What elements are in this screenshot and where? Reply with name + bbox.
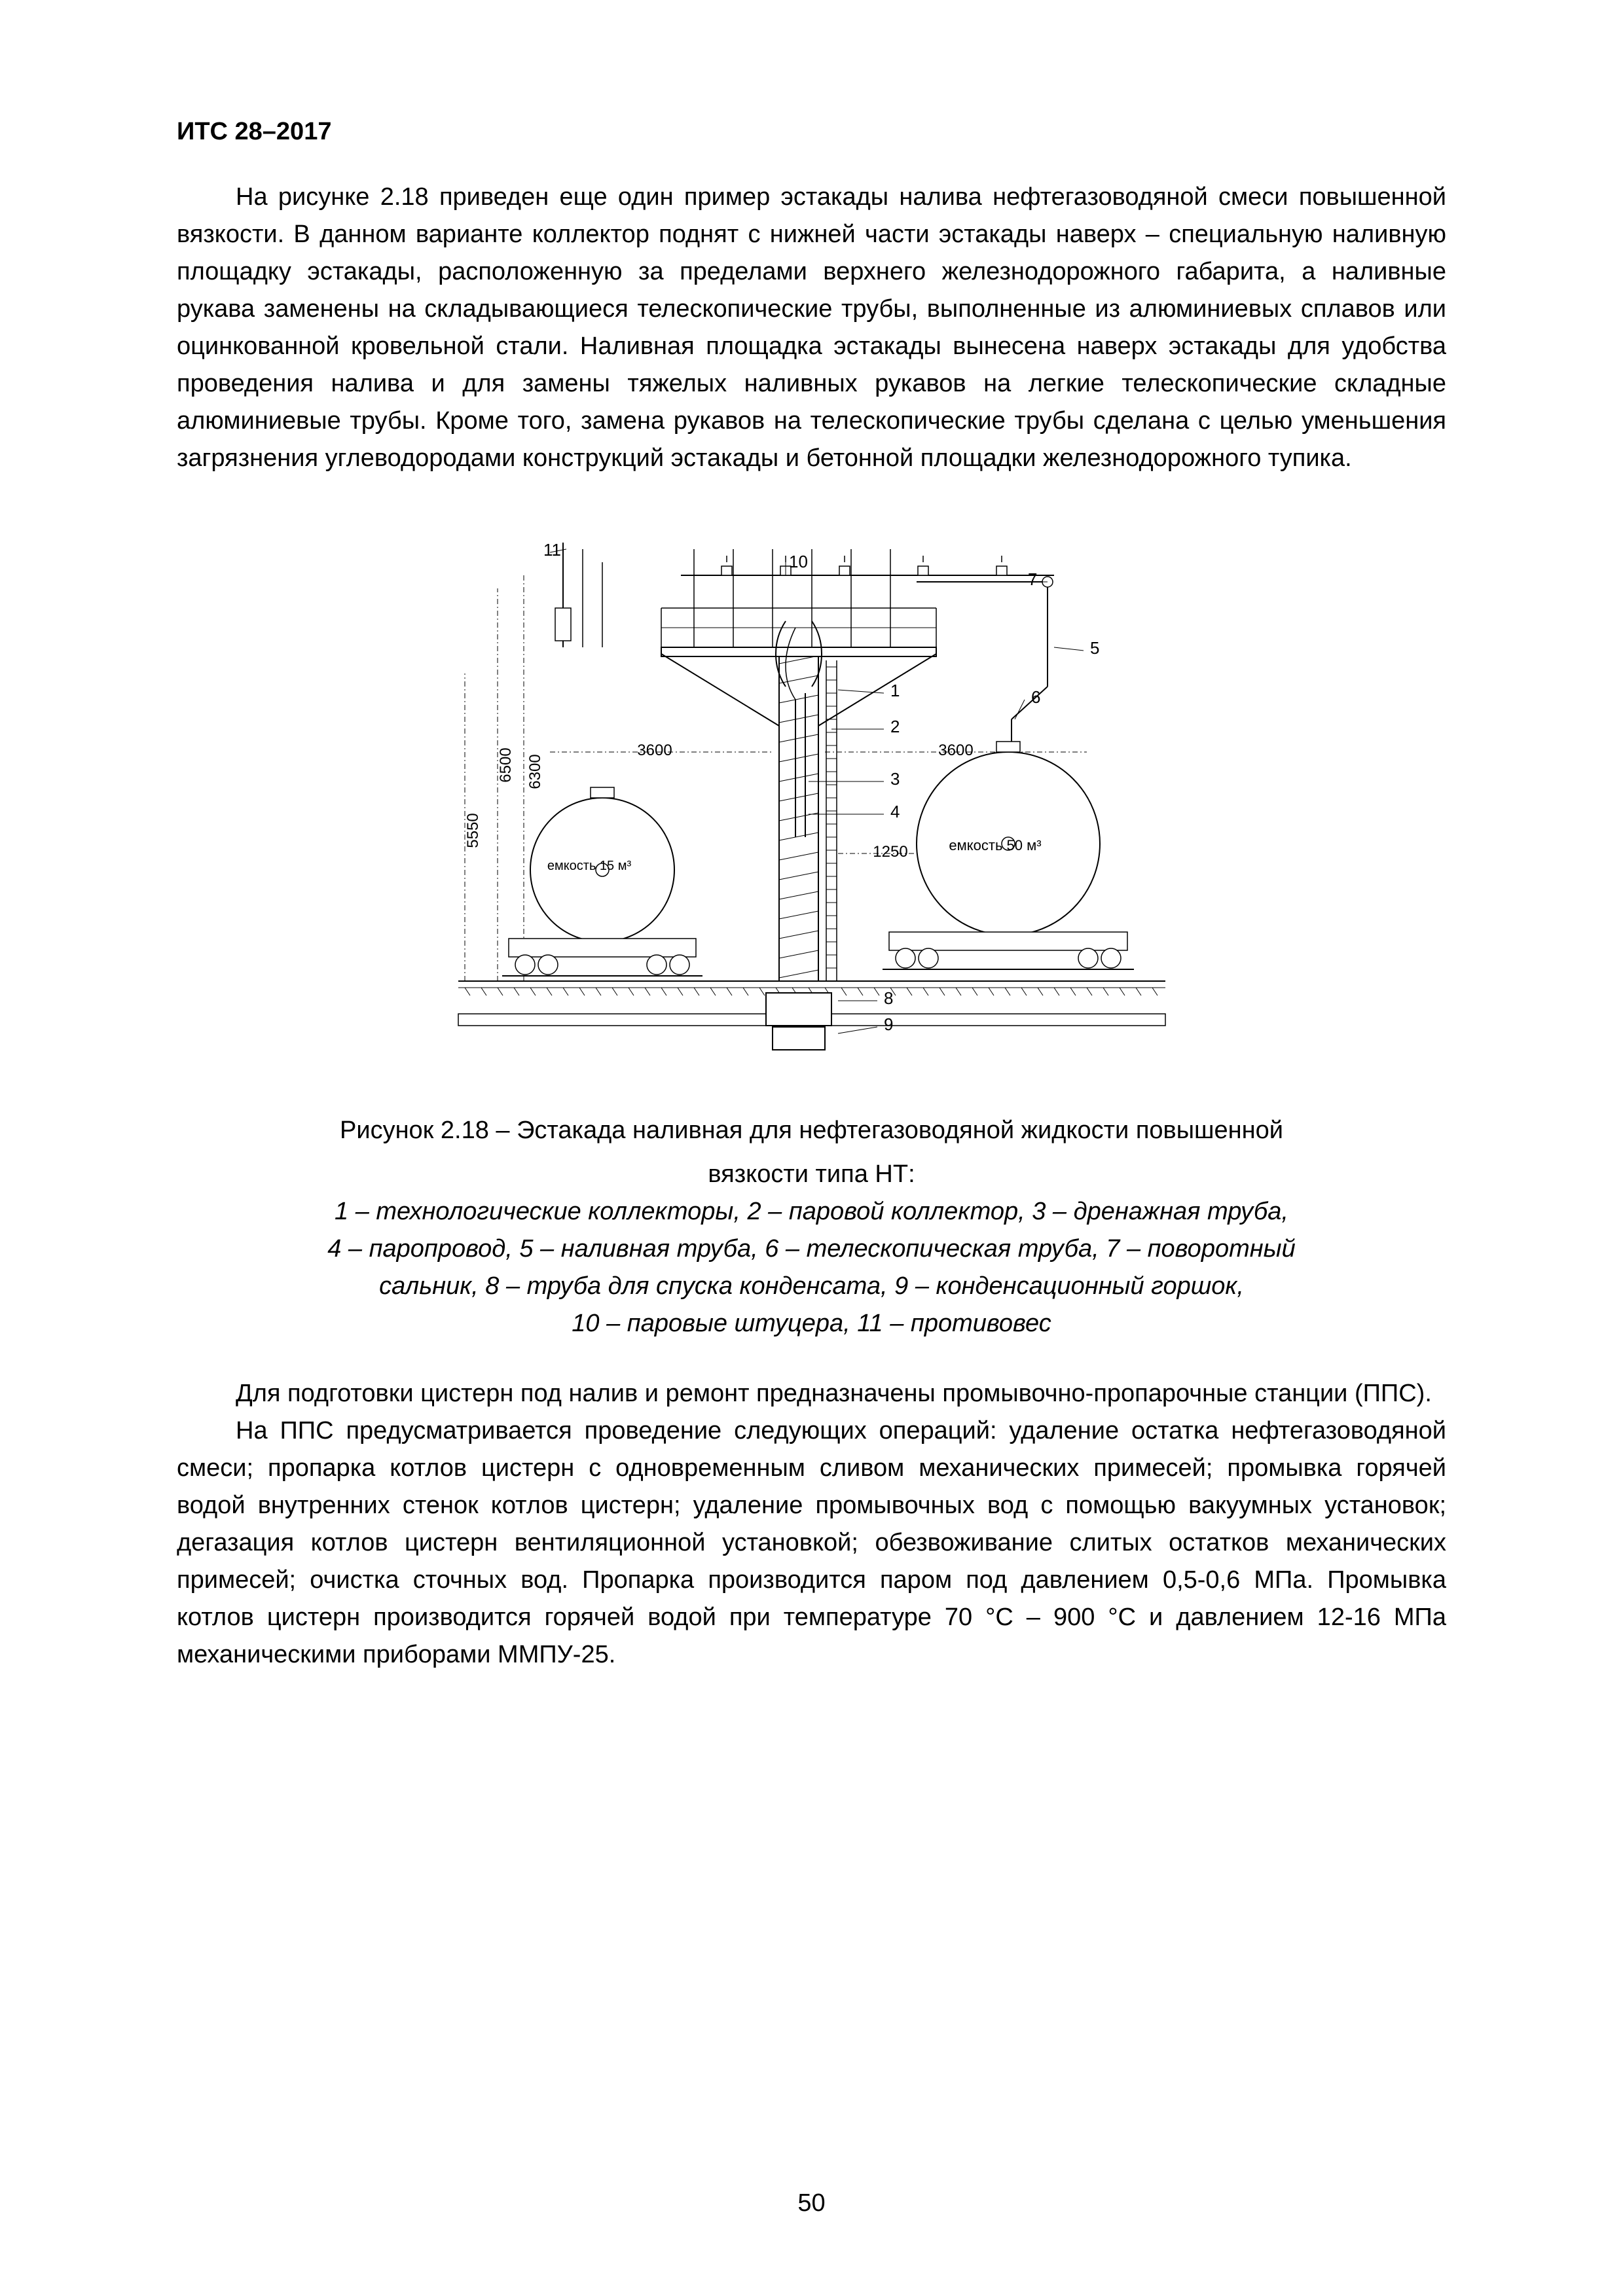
paragraph-3: На ППС предусматривается проведение след… (177, 1412, 1446, 1674)
figure-legend-line4: 10 – паровые штуцера, 11 – противовес (177, 1305, 1446, 1342)
svg-text:11: 11 (543, 540, 561, 560)
svg-text:1: 1 (890, 681, 900, 700)
document-header: ИТС 28–2017 (177, 118, 1446, 146)
page: ИТС 28–2017 На рисунке 2.18 приведен еще… (0, 0, 1623, 2296)
page-number: 50 (0, 2189, 1623, 2217)
svg-text:емкость 15 м³: емкость 15 м³ (547, 859, 631, 873)
svg-text:6: 6 (1031, 687, 1040, 707)
svg-text:3600: 3600 (637, 742, 672, 759)
svg-text:1250: 1250 (873, 843, 907, 861)
svg-text:4: 4 (890, 802, 900, 821)
svg-text:5550: 5550 (464, 813, 482, 848)
paragraph-1: На рисунке 2.18 приведен еще один пример… (177, 179, 1446, 477)
figure-caption-line1: Рисунок 2.18 – Эстакада наливная для неф… (177, 1112, 1446, 1149)
svg-text:2: 2 (890, 717, 900, 736)
svg-text:3: 3 (890, 769, 900, 789)
figure-legend-line2: 4 – паропровод, 5 – наливная труба, 6 – … (177, 1230, 1446, 1268)
figure-caption-line2: вязкости типа НТ: (177, 1156, 1446, 1193)
svg-text:5: 5 (1090, 638, 1099, 658)
svg-text:3600: 3600 (938, 742, 973, 759)
figure-diagram: 11 10 7 5 1 6 2 3 4 8 9 6500 6300 5550 3600 3600 1250 емк… (419, 523, 1205, 1086)
paragraph-2: Для подготовки цистерн под налив и ремон… (177, 1375, 1446, 1412)
svg-text:8: 8 (884, 988, 893, 1008)
svg-text:емкость 50 м³: емкость 50 м³ (949, 837, 1041, 853)
svg-text:10: 10 (789, 552, 808, 571)
svg-text:6300: 6300 (526, 754, 544, 789)
svg-text:7: 7 (1028, 569, 1037, 589)
svg-text:9: 9 (884, 1014, 893, 1034)
figure-legend-line3: сальник, 8 – труба для спуска конденсата… (177, 1268, 1446, 1305)
svg-text:6500: 6500 (497, 747, 515, 782)
figure-legend-line1: 1 – технологические коллекторы, 2 – паро… (177, 1193, 1446, 1230)
figure-container: 11 10 7 5 1 6 2 3 4 8 9 6500 6300 5550 3600 3600 1250 емк… (177, 523, 1446, 1086)
